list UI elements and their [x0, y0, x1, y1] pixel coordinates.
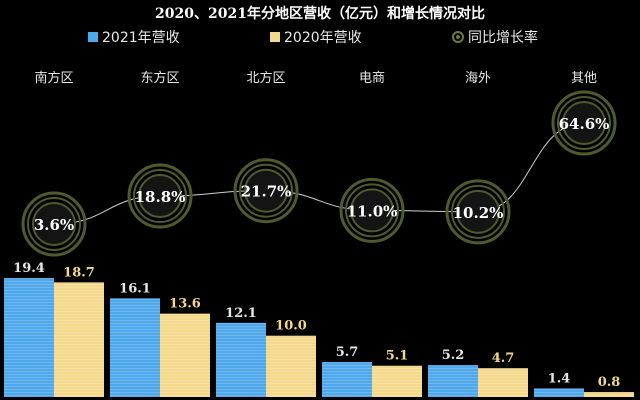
legend-ring-icon — [452, 31, 464, 43]
growth-label: 64.6% — [559, 115, 610, 133]
category-label: 海外 — [465, 71, 491, 86]
bar — [54, 282, 104, 397]
bar — [322, 362, 372, 397]
bar-value-label: 5.2 — [442, 348, 465, 363]
growth-marker — [445, 179, 511, 245]
bar-value-label: 5.7 — [336, 345, 359, 360]
bar — [110, 298, 160, 397]
bar-value-label: 0.8 — [598, 375, 621, 390]
growth-marker — [339, 177, 405, 243]
bar — [534, 388, 584, 397]
legend-label-2021: 2021年营收 — [102, 30, 180, 46]
growth-marker — [551, 90, 617, 156]
bar-value-label: 1.4 — [548, 371, 571, 386]
bar-value-label: 5.1 — [386, 349, 409, 364]
legend-label-2020: 2020年营收 — [284, 30, 362, 46]
bar-value-label: 10.0 — [275, 319, 307, 334]
bar — [266, 335, 316, 397]
category-label: 东方区 — [140, 70, 179, 86]
bar-value-label: 12.1 — [225, 306, 257, 321]
growth-marker — [233, 158, 299, 224]
bar — [4, 278, 54, 397]
growth-label: 18.8% — [135, 188, 186, 206]
bar-value-label: 13.6 — [169, 297, 201, 312]
bar — [584, 392, 634, 397]
bar — [478, 368, 528, 397]
bar-value-label: 16.1 — [119, 281, 151, 296]
growth-label: 3.6% — [34, 216, 74, 234]
growth-label: 11.0% — [347, 202, 398, 220]
bar — [428, 365, 478, 397]
bar-value-label: 4.7 — [492, 351, 515, 366]
legend-item-2021: 2021年营收 — [88, 27, 180, 47]
growth-label: 10.2% — [453, 204, 504, 222]
growth-marker — [21, 191, 87, 257]
category-label: 电商 — [359, 71, 385, 86]
bar-value-label: 18.7 — [63, 265, 95, 280]
bar — [372, 365, 422, 397]
growth-marker — [127, 163, 193, 229]
legend-swatch-2021 — [88, 32, 98, 42]
legend-item-2020: 2020年营收 — [270, 27, 362, 47]
bar — [160, 313, 210, 397]
chart-title: 2020、2021年分地区营收（亿元）和增长情况对比 — [155, 6, 485, 22]
legend-swatch-2020 — [270, 32, 280, 42]
legend-label-growth: 同比增长率 — [468, 30, 538, 46]
category-label: 南方区 — [34, 70, 73, 86]
bar — [216, 322, 266, 397]
bar-value-label: 19.4 — [13, 261, 45, 276]
legend-item-growth: 同比增长率 — [452, 27, 538, 47]
category-label: 其他 — [571, 71, 597, 86]
growth-label: 21.7% — [241, 183, 292, 201]
category-label: 北方区 — [246, 70, 285, 86]
